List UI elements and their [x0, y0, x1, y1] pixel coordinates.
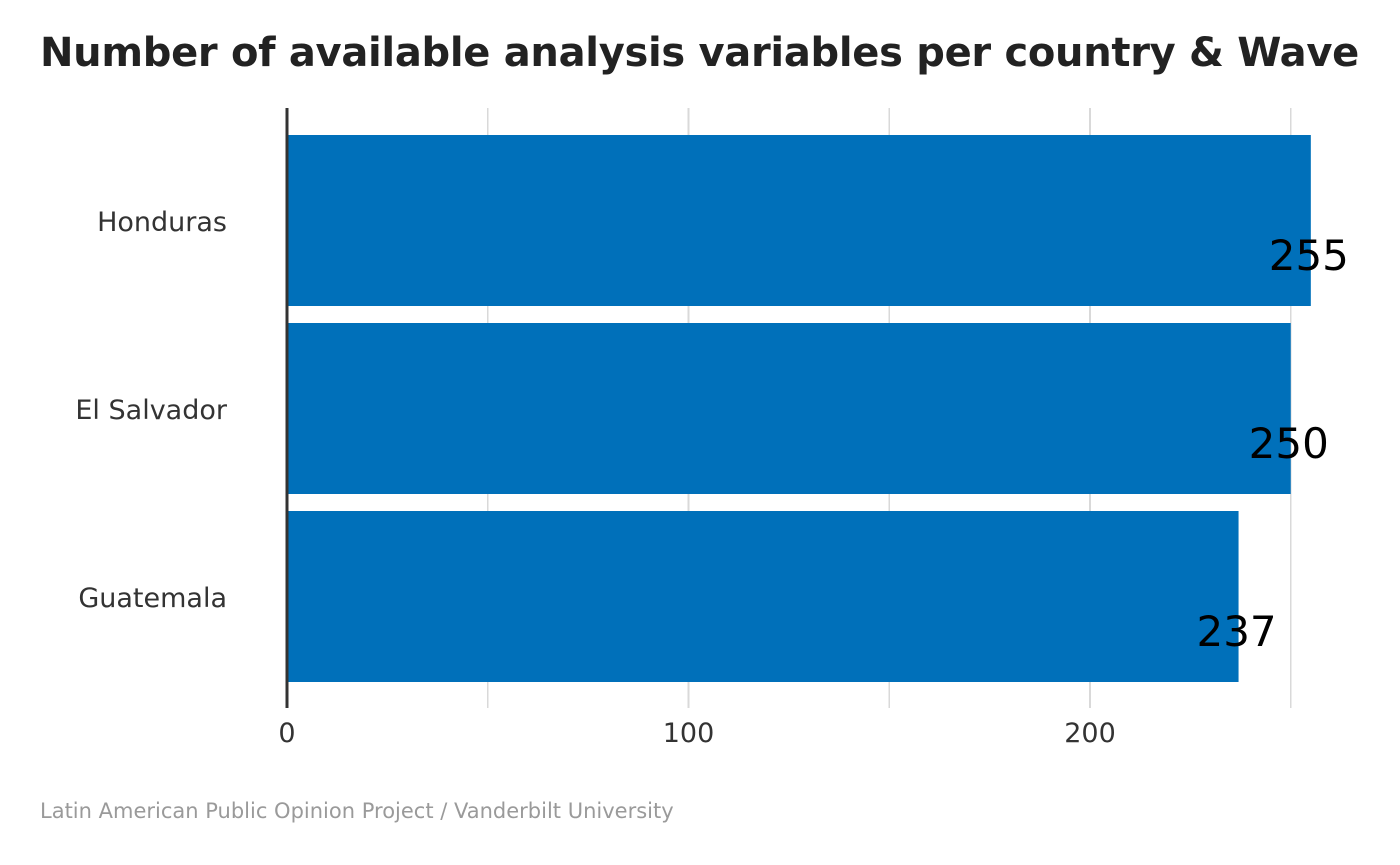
category-label: El Salvador [75, 395, 228, 426]
bars [287, 135, 1311, 682]
category-label: Honduras [97, 207, 227, 238]
category-label: Guatemala [78, 583, 227, 614]
chart-title: Number of available analysis variables p… [40, 30, 1359, 76]
value-label: 237 [1196, 607, 1276, 656]
bar-el-salvador [287, 323, 1291, 494]
bar-guatemala [287, 511, 1239, 682]
x-tick-label: 0 [278, 718, 295, 749]
value-label: 255 [1269, 231, 1349, 280]
value-label: 250 [1249, 419, 1329, 468]
x-tick-label: 200 [1064, 718, 1116, 749]
x-tick-label: 100 [663, 718, 715, 749]
source-caption: Latin American Public Opinion Project / … [40, 799, 674, 823]
labels: 255 Honduras 250 El Salvador 237 Guatemala 0 10… [75, 207, 1349, 749]
bar-honduras [287, 135, 1311, 306]
